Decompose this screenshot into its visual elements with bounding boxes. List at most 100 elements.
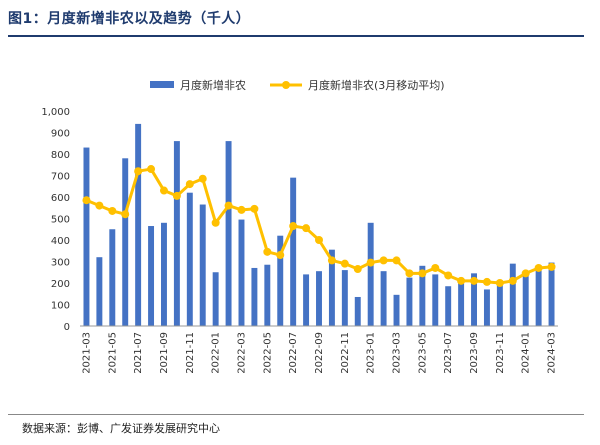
x-tick-label: 2022-09 bbox=[314, 332, 325, 374]
y-tick-label: 700 bbox=[51, 172, 70, 183]
moving-average-point bbox=[121, 210, 130, 219]
figure-label: 图1： bbox=[8, 11, 48, 27]
x-tick-label: 2021-03 bbox=[81, 332, 92, 374]
moving-average-point bbox=[172, 191, 181, 200]
y-tick-label: 1,000 bbox=[41, 107, 70, 118]
source-divider bbox=[8, 414, 584, 415]
legend-line-marker bbox=[282, 81, 290, 89]
moving-average-point bbox=[521, 269, 530, 278]
chart-legend: 月度新增非农 月度新增非农(3月移动平均) bbox=[150, 78, 445, 92]
bar bbox=[225, 141, 232, 326]
bar bbox=[161, 222, 167, 326]
moving-average-point bbox=[198, 174, 207, 183]
moving-average-point bbox=[353, 265, 362, 274]
moving-average-point bbox=[482, 277, 491, 286]
legend-bar-label: 月度新增非农 bbox=[180, 78, 246, 92]
y-axis: 0 100 200 300 400 500 600 700 800 900 1,000 bbox=[41, 107, 70, 333]
bar bbox=[173, 141, 180, 326]
moving-average-point bbox=[457, 276, 466, 285]
moving-average-point bbox=[134, 167, 143, 176]
bar bbox=[341, 270, 348, 326]
moving-average-point bbox=[495, 279, 504, 287]
data-source-note: 数据来源：彭博、广发证券发展研究中心 bbox=[22, 422, 220, 435]
x-tick-label: 2021-07 bbox=[133, 332, 144, 374]
y-tick-label: 900 bbox=[51, 129, 70, 140]
y-tick-label: 800 bbox=[51, 150, 70, 161]
moving-average-point bbox=[392, 256, 401, 265]
x-tick-label: 2023-11 bbox=[495, 332, 506, 374]
figure-title: 图1：月度新增非农以及趋势（千人） bbox=[8, 8, 250, 28]
moving-average-point bbox=[185, 180, 194, 189]
bar bbox=[135, 123, 142, 327]
y-tick-label: 400 bbox=[51, 236, 70, 247]
bar-series bbox=[83, 123, 555, 327]
bar bbox=[419, 265, 426, 326]
x-tick-label: 2022-01 bbox=[211, 332, 222, 374]
x-axis: 2021-03 2021-05 2021-07 2021-09 2021-11 2022-… bbox=[81, 332, 557, 374]
moving-average-point bbox=[159, 186, 168, 195]
x-tick-label: 2022-07 bbox=[288, 332, 299, 374]
legend-bar-swatch bbox=[150, 81, 174, 88]
moving-average-point bbox=[224, 201, 233, 210]
bar bbox=[199, 204, 206, 326]
bar bbox=[483, 289, 490, 326]
bar bbox=[264, 264, 271, 326]
bar bbox=[535, 266, 542, 326]
moving-average-point bbox=[547, 262, 556, 271]
bar bbox=[290, 177, 297, 326]
x-tick-label: 2022-05 bbox=[262, 332, 273, 374]
bar bbox=[548, 262, 555, 326]
moving-average-point bbox=[379, 256, 388, 265]
moving-average-point bbox=[534, 263, 543, 272]
bar bbox=[303, 274, 310, 326]
bar bbox=[186, 192, 193, 326]
x-tick-label: 2022-11 bbox=[340, 332, 351, 374]
y-tick-label: 600 bbox=[51, 193, 70, 204]
title-divider bbox=[8, 35, 584, 37]
moving-average-point bbox=[108, 206, 117, 215]
moving-average-point bbox=[405, 269, 414, 278]
bar bbox=[432, 274, 439, 326]
y-tick-label: 100 bbox=[51, 301, 70, 312]
moving-average-point bbox=[289, 222, 298, 231]
legend-line-label: 月度新增非农(3月移动平均) bbox=[308, 78, 445, 92]
bar bbox=[328, 249, 335, 326]
moving-average-point bbox=[431, 263, 440, 272]
moving-average-point bbox=[82, 196, 91, 205]
moving-average-point bbox=[237, 205, 246, 214]
bar bbox=[445, 286, 452, 326]
moving-average-point bbox=[444, 271, 453, 280]
y-tick-label: 200 bbox=[51, 279, 70, 290]
bar bbox=[509, 263, 516, 326]
moving-average-point bbox=[263, 247, 272, 256]
bar bbox=[148, 226, 155, 326]
moving-average-point bbox=[95, 201, 104, 210]
line-series bbox=[82, 165, 556, 287]
bar bbox=[277, 235, 284, 326]
x-tick-label: 2022-03 bbox=[236, 332, 247, 374]
bar bbox=[393, 294, 400, 326]
bar bbox=[122, 158, 129, 326]
bar bbox=[380, 271, 387, 326]
y-tick-label: 300 bbox=[51, 258, 70, 269]
x-tick-label: 2023-01 bbox=[366, 332, 377, 374]
x-tick-label: 2023-05 bbox=[417, 332, 428, 374]
bar bbox=[212, 272, 219, 326]
figure-title-text: 月度新增非农以及趋势（千人） bbox=[47, 11, 251, 27]
bar bbox=[238, 219, 245, 326]
moving-average-point bbox=[366, 258, 375, 267]
bar bbox=[354, 296, 361, 326]
moving-average-point bbox=[250, 204, 259, 213]
moving-average-point bbox=[470, 276, 479, 285]
moving-average-point bbox=[315, 236, 323, 244]
moving-average-point bbox=[508, 276, 517, 285]
bar bbox=[496, 285, 503, 326]
x-tick-label: 2021-11 bbox=[185, 332, 196, 374]
x-tick-label: 2024-01 bbox=[521, 332, 532, 374]
bar bbox=[458, 281, 465, 326]
bar bbox=[471, 273, 477, 326]
x-tick-label: 2023-09 bbox=[469, 332, 480, 374]
bar bbox=[316, 271, 322, 326]
bar bbox=[109, 229, 116, 326]
y-tick-label: 500 bbox=[51, 215, 70, 226]
